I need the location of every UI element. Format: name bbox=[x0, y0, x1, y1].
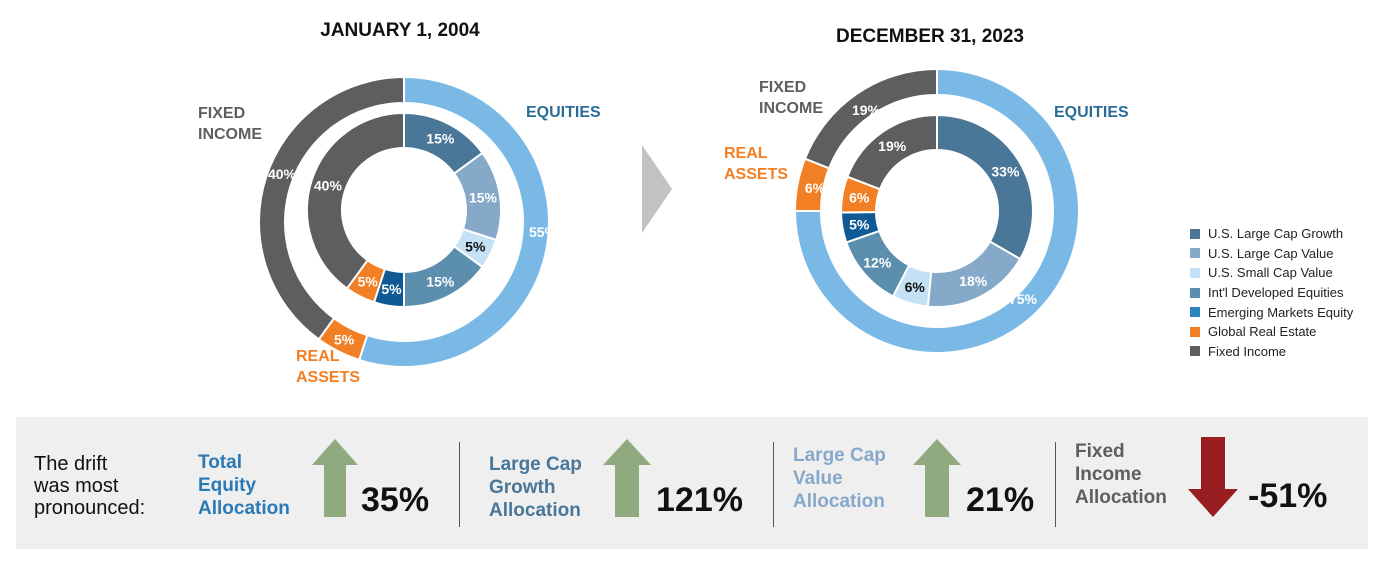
metric-label-line: Allocation bbox=[489, 500, 581, 521]
legend-item: Int'l Developed Equities bbox=[1190, 283, 1353, 303]
metric-value-large-cap-value: 21% bbox=[966, 481, 1035, 519]
inner-ring-data-label: 33% bbox=[991, 164, 1020, 180]
legend-label: Fixed Income bbox=[1208, 343, 1287, 359]
drift-intro-line: The drift bbox=[34, 453, 108, 475]
ring-annotation: EQUITIES bbox=[526, 104, 601, 121]
inner-ring-slice bbox=[306, 111, 405, 290]
ring-annotation: ASSETS bbox=[296, 369, 360, 386]
metric-label-total-equity: Total Equity Allocation bbox=[198, 451, 290, 520]
drift-intro-line: was most bbox=[34, 475, 119, 497]
legend-label: U.S. Large Cap Value bbox=[1208, 245, 1334, 261]
inner-ring-data-label: 18% bbox=[959, 273, 988, 289]
ring-annotation: EQUITIES bbox=[1054, 104, 1129, 121]
up-arrow-icon bbox=[913, 439, 961, 517]
legend-label: U.S. Small Cap Value bbox=[1208, 265, 1333, 281]
metric-label-line: Growth bbox=[489, 477, 556, 498]
drift-summary-panel: The drift was most pronounced: Total Equ… bbox=[16, 417, 1368, 549]
ring-annotation: INCOME bbox=[759, 100, 823, 117]
up-arrow-icon bbox=[603, 439, 651, 517]
inner-ring-data-label: 19% bbox=[878, 138, 907, 154]
inner-ring-data-label: 15% bbox=[426, 131, 455, 147]
outer-ring-data-label: 5% bbox=[334, 332, 355, 348]
chart-title-2004: JANUARY 1, 2004 bbox=[320, 20, 480, 41]
inner-ring-data-label: 5% bbox=[849, 217, 870, 233]
inner-ring-slice bbox=[936, 113, 1034, 261]
outer-ring-slice bbox=[793, 67, 1080, 354]
metric-value-fixed-income: -51% bbox=[1248, 477, 1328, 515]
divider bbox=[459, 442, 460, 527]
legend-item: U.S. Small Cap Value bbox=[1190, 263, 1353, 283]
legend-swatch bbox=[1190, 248, 1200, 259]
outer-ring-data-label: 6% bbox=[805, 180, 826, 196]
metric-label-fixed-income: Fixed Income Allocation bbox=[1075, 440, 1167, 509]
transition-arrow-icon bbox=[642, 145, 672, 233]
legend-item: Global Real Estate bbox=[1190, 322, 1353, 342]
outer-ring-data-label: 55% bbox=[529, 224, 558, 240]
legend-swatch bbox=[1190, 346, 1200, 357]
legend-item: U.S. Large Cap Growth bbox=[1190, 224, 1353, 244]
legend-swatch bbox=[1190, 326, 1200, 337]
ring-annotation: INCOME bbox=[198, 126, 262, 143]
chart-title-2023: DECEMBER 31, 2023 bbox=[836, 26, 1024, 47]
inner-ring-data-label: 15% bbox=[426, 273, 455, 289]
legend-swatch bbox=[1190, 307, 1200, 318]
inner-ring-data-label: 15% bbox=[469, 189, 498, 205]
legend: U.S. Large Cap Growth U.S. Large Cap Val… bbox=[1190, 224, 1353, 361]
outer-ring-data-label: 19% bbox=[852, 102, 881, 118]
drift-intro-text: The drift was most pronounced: bbox=[34, 453, 145, 519]
legend-label: Int'l Developed Equities bbox=[1208, 285, 1344, 301]
metric-label-line: Equity bbox=[198, 475, 257, 496]
metric-label-line: Large Cap bbox=[793, 445, 886, 466]
inner-ring-data-label: 6% bbox=[849, 189, 870, 205]
legend-label: U.S. Large Cap Growth bbox=[1208, 226, 1344, 242]
inner-ring-slice bbox=[846, 113, 938, 191]
inner-ring-data-label: 5% bbox=[381, 281, 402, 297]
inner-ring-data-label: 40% bbox=[314, 177, 343, 193]
legend-label: Emerging Markets Equity bbox=[1208, 304, 1354, 320]
ring-annotation: ASSETS bbox=[724, 166, 788, 183]
metric-label-line: Large Cap bbox=[489, 454, 582, 475]
ring-annotation: FIXED bbox=[198, 105, 245, 122]
metric-label-line: Total bbox=[198, 452, 242, 473]
donut-chart-2004: 55%5%40%15%15%5%15%5%5%40%EQUITIESFIXEDI… bbox=[198, 75, 601, 386]
metric-value-large-cap-growth: 121% bbox=[656, 481, 743, 519]
metric-label-line: Allocation bbox=[198, 498, 290, 519]
legend-swatch bbox=[1190, 228, 1200, 239]
outer-ring-data-label: 75% bbox=[1009, 291, 1038, 307]
inner-ring-data-label: 12% bbox=[863, 255, 892, 271]
legend-item: Fixed Income bbox=[1190, 342, 1353, 362]
drift-intro-line: pronounced: bbox=[34, 497, 146, 519]
ring-annotation: REAL bbox=[296, 348, 340, 365]
metric-label-large-cap-value: Large Cap Value Allocation bbox=[793, 444, 886, 513]
metric-label-line: Value bbox=[793, 468, 843, 489]
legend-item: Emerging Markets Equity bbox=[1190, 302, 1353, 322]
legend-item: U.S. Large Cap Value bbox=[1190, 244, 1353, 264]
metric-label-line: Allocation bbox=[793, 491, 885, 512]
ring-annotation: FIXED bbox=[759, 79, 806, 96]
metric-label-line: Allocation bbox=[1075, 487, 1167, 508]
donut-chart-2023: 75% 6% 19% 33% 18% 6% 12% 5% 6% 19% EQUITIES FIXED I… bbox=[724, 67, 1129, 354]
outer-ring-data-label: 40% bbox=[268, 166, 297, 182]
metric-label-line: Income bbox=[1075, 464, 1142, 485]
legend-swatch bbox=[1190, 287, 1200, 298]
divider bbox=[1055, 442, 1056, 527]
inner-ring-data-label: 6% bbox=[905, 279, 926, 295]
metric-value-total-equity: 35% bbox=[361, 481, 430, 519]
divider bbox=[773, 442, 774, 527]
up-arrow-icon bbox=[312, 439, 358, 517]
outer-ring-slice bbox=[803, 67, 938, 170]
ring-annotation: REAL bbox=[724, 145, 768, 162]
outer-ring-slice bbox=[258, 75, 405, 341]
metric-label-line: Fixed bbox=[1075, 441, 1125, 462]
metric-label-large-cap-growth: Large Cap Growth Allocation bbox=[489, 453, 582, 522]
legend-label: Global Real Estate bbox=[1208, 324, 1317, 340]
down-arrow-icon bbox=[1188, 437, 1238, 517]
legend-swatch bbox=[1190, 267, 1200, 278]
inner-ring-data-label: 5% bbox=[358, 273, 379, 289]
inner-ring-data-label: 5% bbox=[465, 238, 486, 254]
